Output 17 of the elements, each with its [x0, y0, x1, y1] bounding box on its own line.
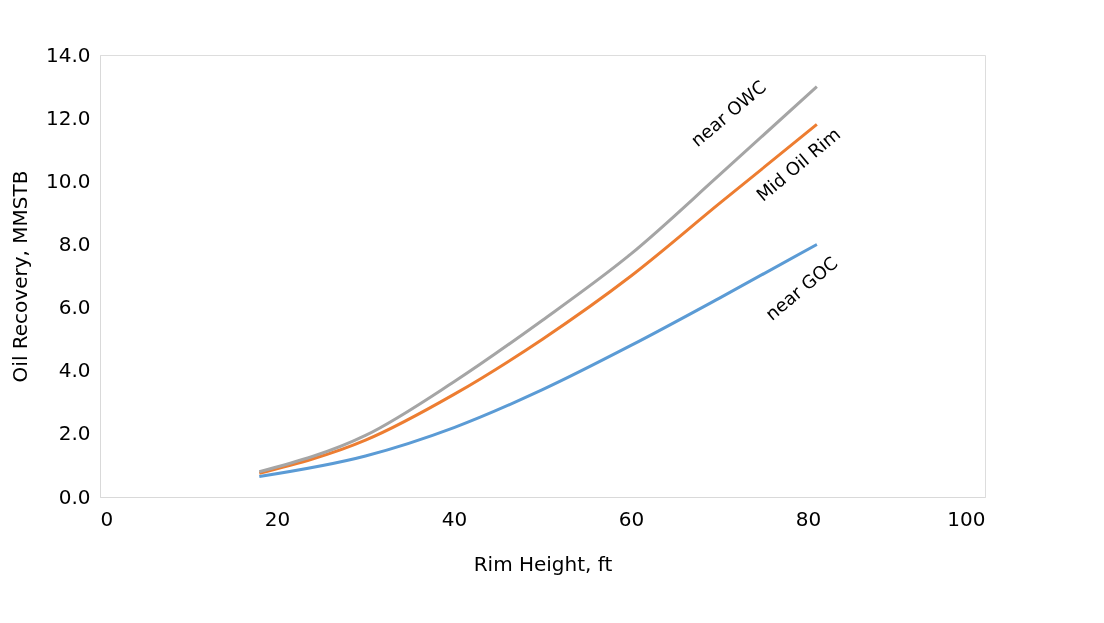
- y-tick-label: 14.0: [45, 42, 91, 67]
- x-tick-label: 100: [947, 506, 986, 531]
- text: Mid Oil Rim: [752, 123, 845, 206]
- x-tick-label: 20: [264, 506, 291, 531]
- y-tick-label: 6.0: [58, 295, 91, 320]
- y-tick-label: 4.0: [58, 358, 91, 383]
- y-tick-label: 12.0: [45, 105, 91, 130]
- y-tick-label: 8.0: [58, 231, 91, 256]
- y-tick-label: 10.0: [45, 168, 91, 193]
- y-tick-label: 0.0: [58, 484, 91, 509]
- x-tick-label: 60: [618, 506, 645, 531]
- x-tick-label: 80: [795, 506, 822, 531]
- x-tick-label: 0: [100, 506, 114, 531]
- x-axis-title: Rim Height, ft: [473, 551, 613, 576]
- y-axis-title: Oil Recovery, MMSTB: [7, 170, 32, 383]
- x-tick-label: 40: [441, 506, 468, 531]
- y-tick-label: 2.0: [58, 421, 91, 446]
